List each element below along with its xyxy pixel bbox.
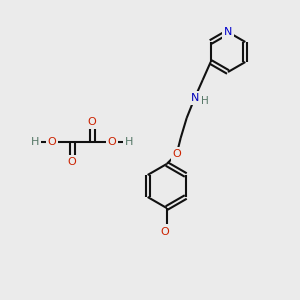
Text: N: N	[190, 93, 199, 103]
Text: N: N	[224, 27, 232, 37]
Text: O: O	[48, 137, 56, 147]
Text: O: O	[160, 227, 169, 237]
Text: O: O	[172, 149, 181, 159]
Text: H: H	[125, 137, 133, 147]
Text: H: H	[201, 96, 208, 106]
Text: O: O	[88, 117, 96, 127]
Text: O: O	[68, 157, 76, 167]
Text: O: O	[108, 137, 116, 147]
Text: H: H	[31, 137, 39, 147]
